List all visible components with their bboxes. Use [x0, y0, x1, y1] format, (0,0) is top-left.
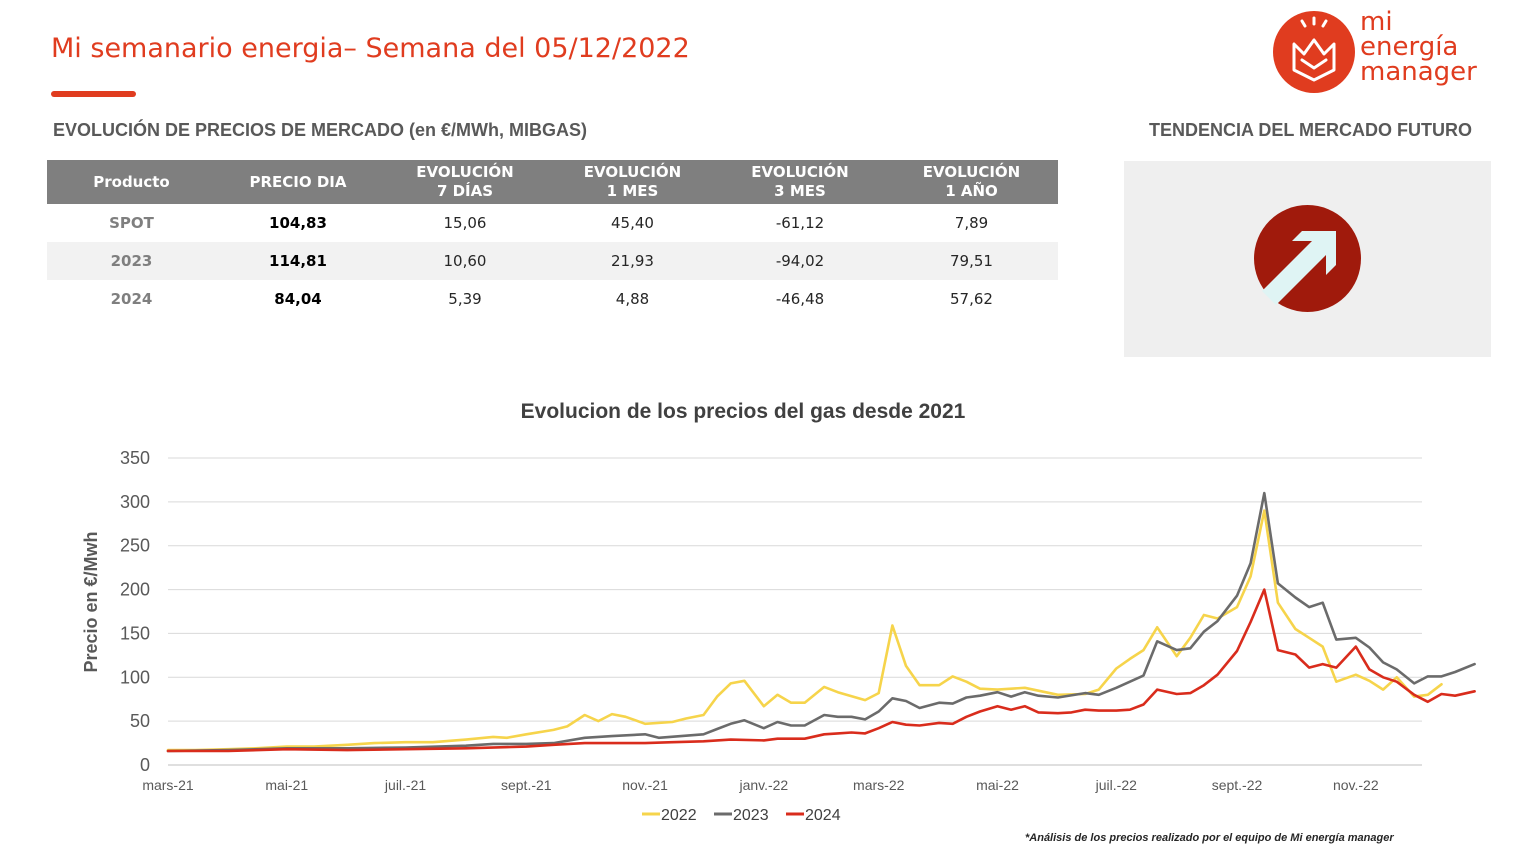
x-tick-label: nov.-22 [1333, 777, 1379, 793]
y-tick-label: 50 [130, 711, 150, 731]
col-header-subtext: 3 MES [774, 182, 826, 200]
x-tick-label: juil.-22 [1095, 777, 1137, 793]
col-header-product: Producto [47, 160, 216, 204]
x-tick-label: nov.-21 [622, 777, 668, 793]
gas-price-chart: Evolucion de los precios del gas desde 2… [81, 400, 1476, 824]
legend: 2022 2023 2024 [642, 807, 841, 824]
cell-1-year: 79,51 [885, 242, 1058, 280]
cell-product: SPOT [109, 214, 154, 232]
x-tick-label: mars-21 [142, 777, 194, 793]
chart-title: Evolucion de los precios del gas desde 2… [521, 400, 966, 423]
cell-7-days: 5,39 [448, 290, 482, 308]
x-tick-label: janv.-22 [738, 777, 788, 793]
y-tick-label: 0 [140, 755, 150, 775]
table-header-row: Producto PRECIO DIA EVOLUCIÓN 7 DÍAS EVOL… [47, 160, 1058, 204]
x-tick-labels: mars-21 mai-21 juil.-21 sept.-21 nov.-21 janv… [142, 777, 1379, 793]
logo-line-2: energía [1360, 32, 1459, 62]
col-header-subtext: 7 DÍAS [436, 182, 494, 200]
price-table: Producto PRECIO DIA EVOLUCIÓN 7 DÍAS EVOL… [47, 160, 1058, 318]
col-header-text: EVOLUCIÓN [416, 163, 514, 181]
table-row: 2023 114,81 10,60 21,93 -94,02 79,51 [47, 242, 1058, 280]
logo-icon [1273, 11, 1355, 93]
col-header-text: EVOLUCIÓN [751, 163, 849, 181]
col-header-text: PRECIO DIA [249, 172, 347, 191]
col-header-3-months: EVOLUCIÓN 3 MES [715, 160, 885, 204]
y-axis-label: Precio en €/Mwh [81, 531, 101, 672]
col-header-day-price: PRECIO DIA [216, 160, 380, 204]
y-tick-label: 300 [120, 492, 150, 512]
cell-1-month: 4,88 [615, 290, 650, 308]
legend-label: 2022 [661, 807, 697, 824]
logo-wordmark: mi energía manager [1360, 7, 1477, 87]
cell-product: 2024 [110, 290, 153, 308]
col-header-subtext: 1 AÑO [945, 182, 998, 200]
col-header-text: EVOLUCIÓN [922, 163, 1021, 181]
y-tick-label: 350 [120, 448, 150, 468]
y-tick-label: 150 [120, 623, 150, 643]
series-line-2022 [166, 509, 1443, 752]
y-tick-label: 100 [120, 667, 150, 687]
legend-label: 2024 [805, 807, 841, 824]
cell-1-month: 21,93 [550, 242, 715, 280]
x-tick-label: sept.-21 [501, 777, 552, 793]
logo-line-1: mi [1360, 7, 1393, 37]
table-row: SPOT 104,83 15,06 45,40 -61,12 7,89 [47, 204, 1058, 242]
trend-panel [1124, 161, 1491, 357]
legend-label: 2023 [733, 807, 769, 824]
cell-day-price: 104,83 [269, 214, 327, 232]
col-header-1-year: EVOLUCIÓN 1 AÑO [885, 160, 1058, 204]
y-tick-labels: 0 50 100 150 200 250 300 350 [120, 448, 150, 775]
cell-7-days: 15,06 [443, 214, 487, 232]
x-tick-label: mars-22 [853, 777, 905, 793]
series-line-2024 [166, 588, 1476, 753]
series-lines [166, 491, 1476, 753]
cell-day-price: 114,81 [216, 242, 380, 280]
arrow-up-right-icon [1254, 205, 1361, 312]
page-title: Mi semanario energia– Semana del 05/12/2… [51, 33, 690, 64]
cell-1-year: 7,89 [954, 214, 989, 232]
table-row: 2024 84,04 5,39 4,88 -46,48 57,62 [47, 280, 1058, 318]
cell-7-days: 10,60 [380, 242, 550, 280]
trend-heading: TENDENCIA DEL MERCADO FUTURO [1149, 120, 1472, 140]
footnote: *Análisis de los precios realizado por e… [1025, 832, 1394, 844]
y-tick-label: 200 [120, 580, 150, 600]
cell-3-months: -46,48 [775, 290, 825, 308]
x-tick-label: juil.-21 [384, 777, 426, 793]
y-tick-label: 250 [120, 536, 150, 556]
brand-logo: mi energía manager [1272, 7, 1522, 94]
col-header-1-month: EVOLUCIÓN 1 MES [550, 160, 715, 204]
x-tick-label: sept.-22 [1212, 777, 1263, 793]
col-header-text: EVOLUCIÓN [583, 163, 682, 181]
x-tick-label: mai-21 [265, 777, 308, 793]
col-header-7-days: EVOLUCIÓN 7 DÍAS [380, 160, 550, 204]
col-header-text: Producto [93, 172, 170, 191]
grid-lines [168, 457, 1422, 766]
table-heading: EVOLUCIÓN DE PRECIOS DE MERCADO (en €/MW… [53, 120, 588, 140]
cell-product: 2023 [47, 242, 216, 280]
cell-day-price: 84,04 [274, 290, 322, 308]
logo-line-3: manager [1360, 57, 1477, 87]
title-underline [51, 91, 136, 97]
cell-1-month: 45,40 [611, 214, 654, 232]
x-tick-label: mai-22 [976, 777, 1019, 793]
cell-1-year: 57,62 [950, 290, 993, 308]
series-line-2023 [166, 491, 1476, 753]
cell-3-months: -61,12 [775, 214, 825, 232]
col-header-subtext: 1 MES [606, 182, 659, 200]
cell-3-months: -94,02 [715, 242, 885, 280]
